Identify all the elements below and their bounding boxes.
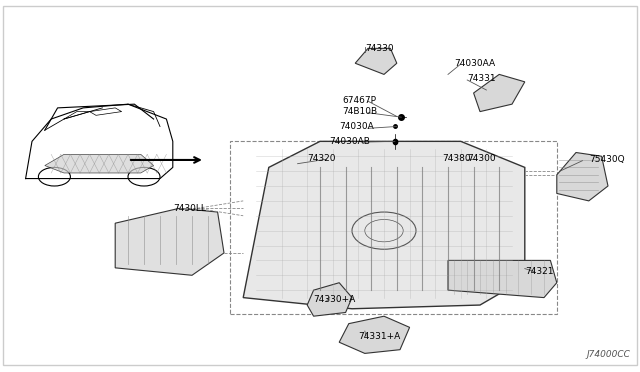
Polygon shape (448, 260, 557, 298)
Text: 74330: 74330 (365, 44, 394, 53)
Text: J74000CC: J74000CC (586, 350, 630, 359)
Text: 74331: 74331 (467, 74, 496, 83)
Polygon shape (557, 153, 608, 201)
Polygon shape (307, 283, 352, 316)
Text: 74330+A: 74330+A (314, 295, 356, 304)
Text: 74030AB: 74030AB (330, 137, 371, 146)
Text: 74300: 74300 (467, 154, 496, 163)
Text: 74320: 74320 (307, 154, 336, 163)
Text: 74030A: 74030A (339, 122, 374, 131)
Text: 74380: 74380 (442, 154, 470, 163)
Text: 67467P: 67467P (342, 96, 376, 105)
Text: 74331+A: 74331+A (358, 332, 401, 341)
Polygon shape (339, 316, 410, 353)
Polygon shape (45, 154, 154, 173)
Polygon shape (474, 74, 525, 112)
Polygon shape (355, 48, 397, 74)
Text: 75430Q: 75430Q (589, 155, 625, 164)
Polygon shape (243, 141, 525, 309)
Polygon shape (115, 208, 224, 275)
Text: 74321: 74321 (525, 267, 554, 276)
Text: 7430LL: 7430LL (173, 204, 205, 213)
Text: 74B10B: 74B10B (342, 107, 378, 116)
Text: 74030AA: 74030AA (454, 59, 495, 68)
